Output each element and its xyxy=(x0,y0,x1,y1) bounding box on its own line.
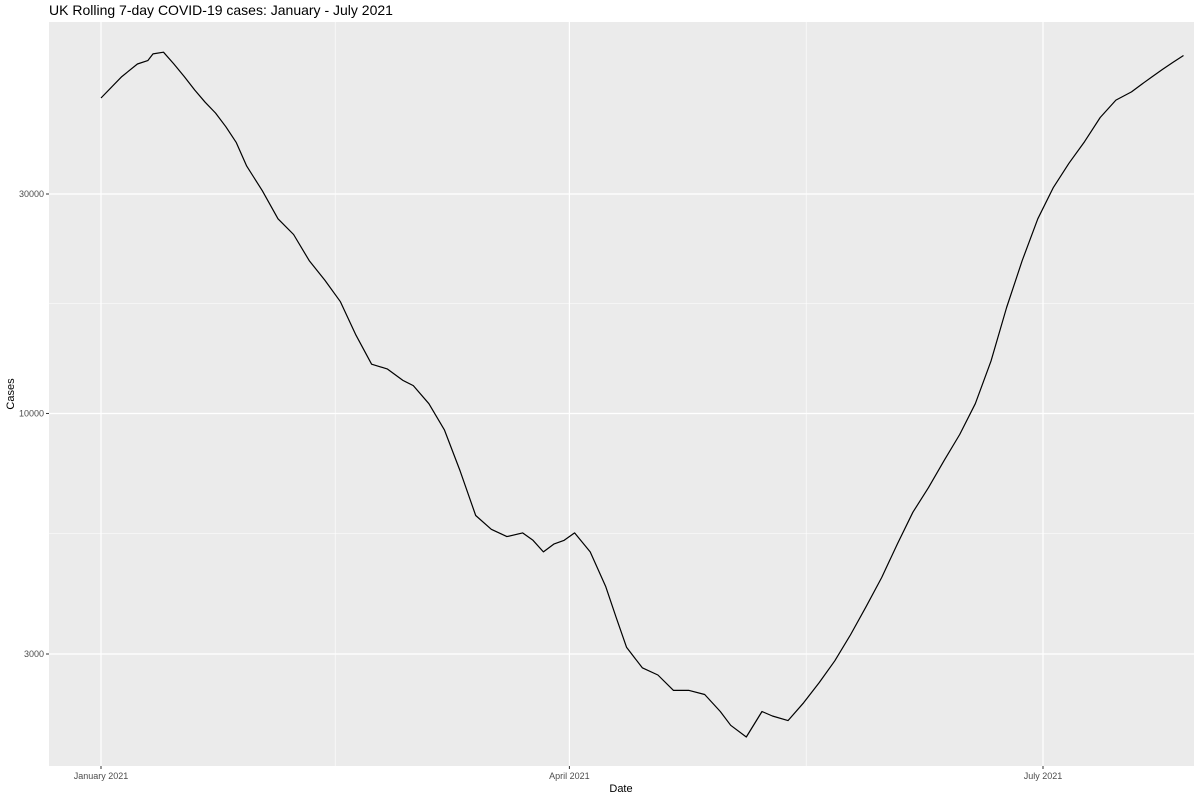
x-tick-label: January 2021 xyxy=(74,771,129,781)
major-gridlines xyxy=(49,22,1194,766)
x-axis: January 2021 April 2021 July 2021 xyxy=(74,766,1063,781)
chart-title: UK Rolling 7-day COVID-19 cases: January… xyxy=(49,2,393,18)
x-axis-title: Date xyxy=(609,783,632,795)
y-axis: 3000 10000 30000 xyxy=(19,189,49,659)
plot-panel xyxy=(49,22,1194,766)
minor-gridlines xyxy=(49,22,1194,766)
y-tick-label: 3000 xyxy=(24,649,44,659)
x-tick-label: April 2021 xyxy=(549,771,590,781)
y-axis-title: Cases xyxy=(5,378,17,410)
series-line xyxy=(100,51,1184,738)
x-tick-label: July 2021 xyxy=(1024,771,1063,781)
y-tick-label: 30000 xyxy=(19,189,44,199)
y-tick-label: 10000 xyxy=(19,408,44,418)
